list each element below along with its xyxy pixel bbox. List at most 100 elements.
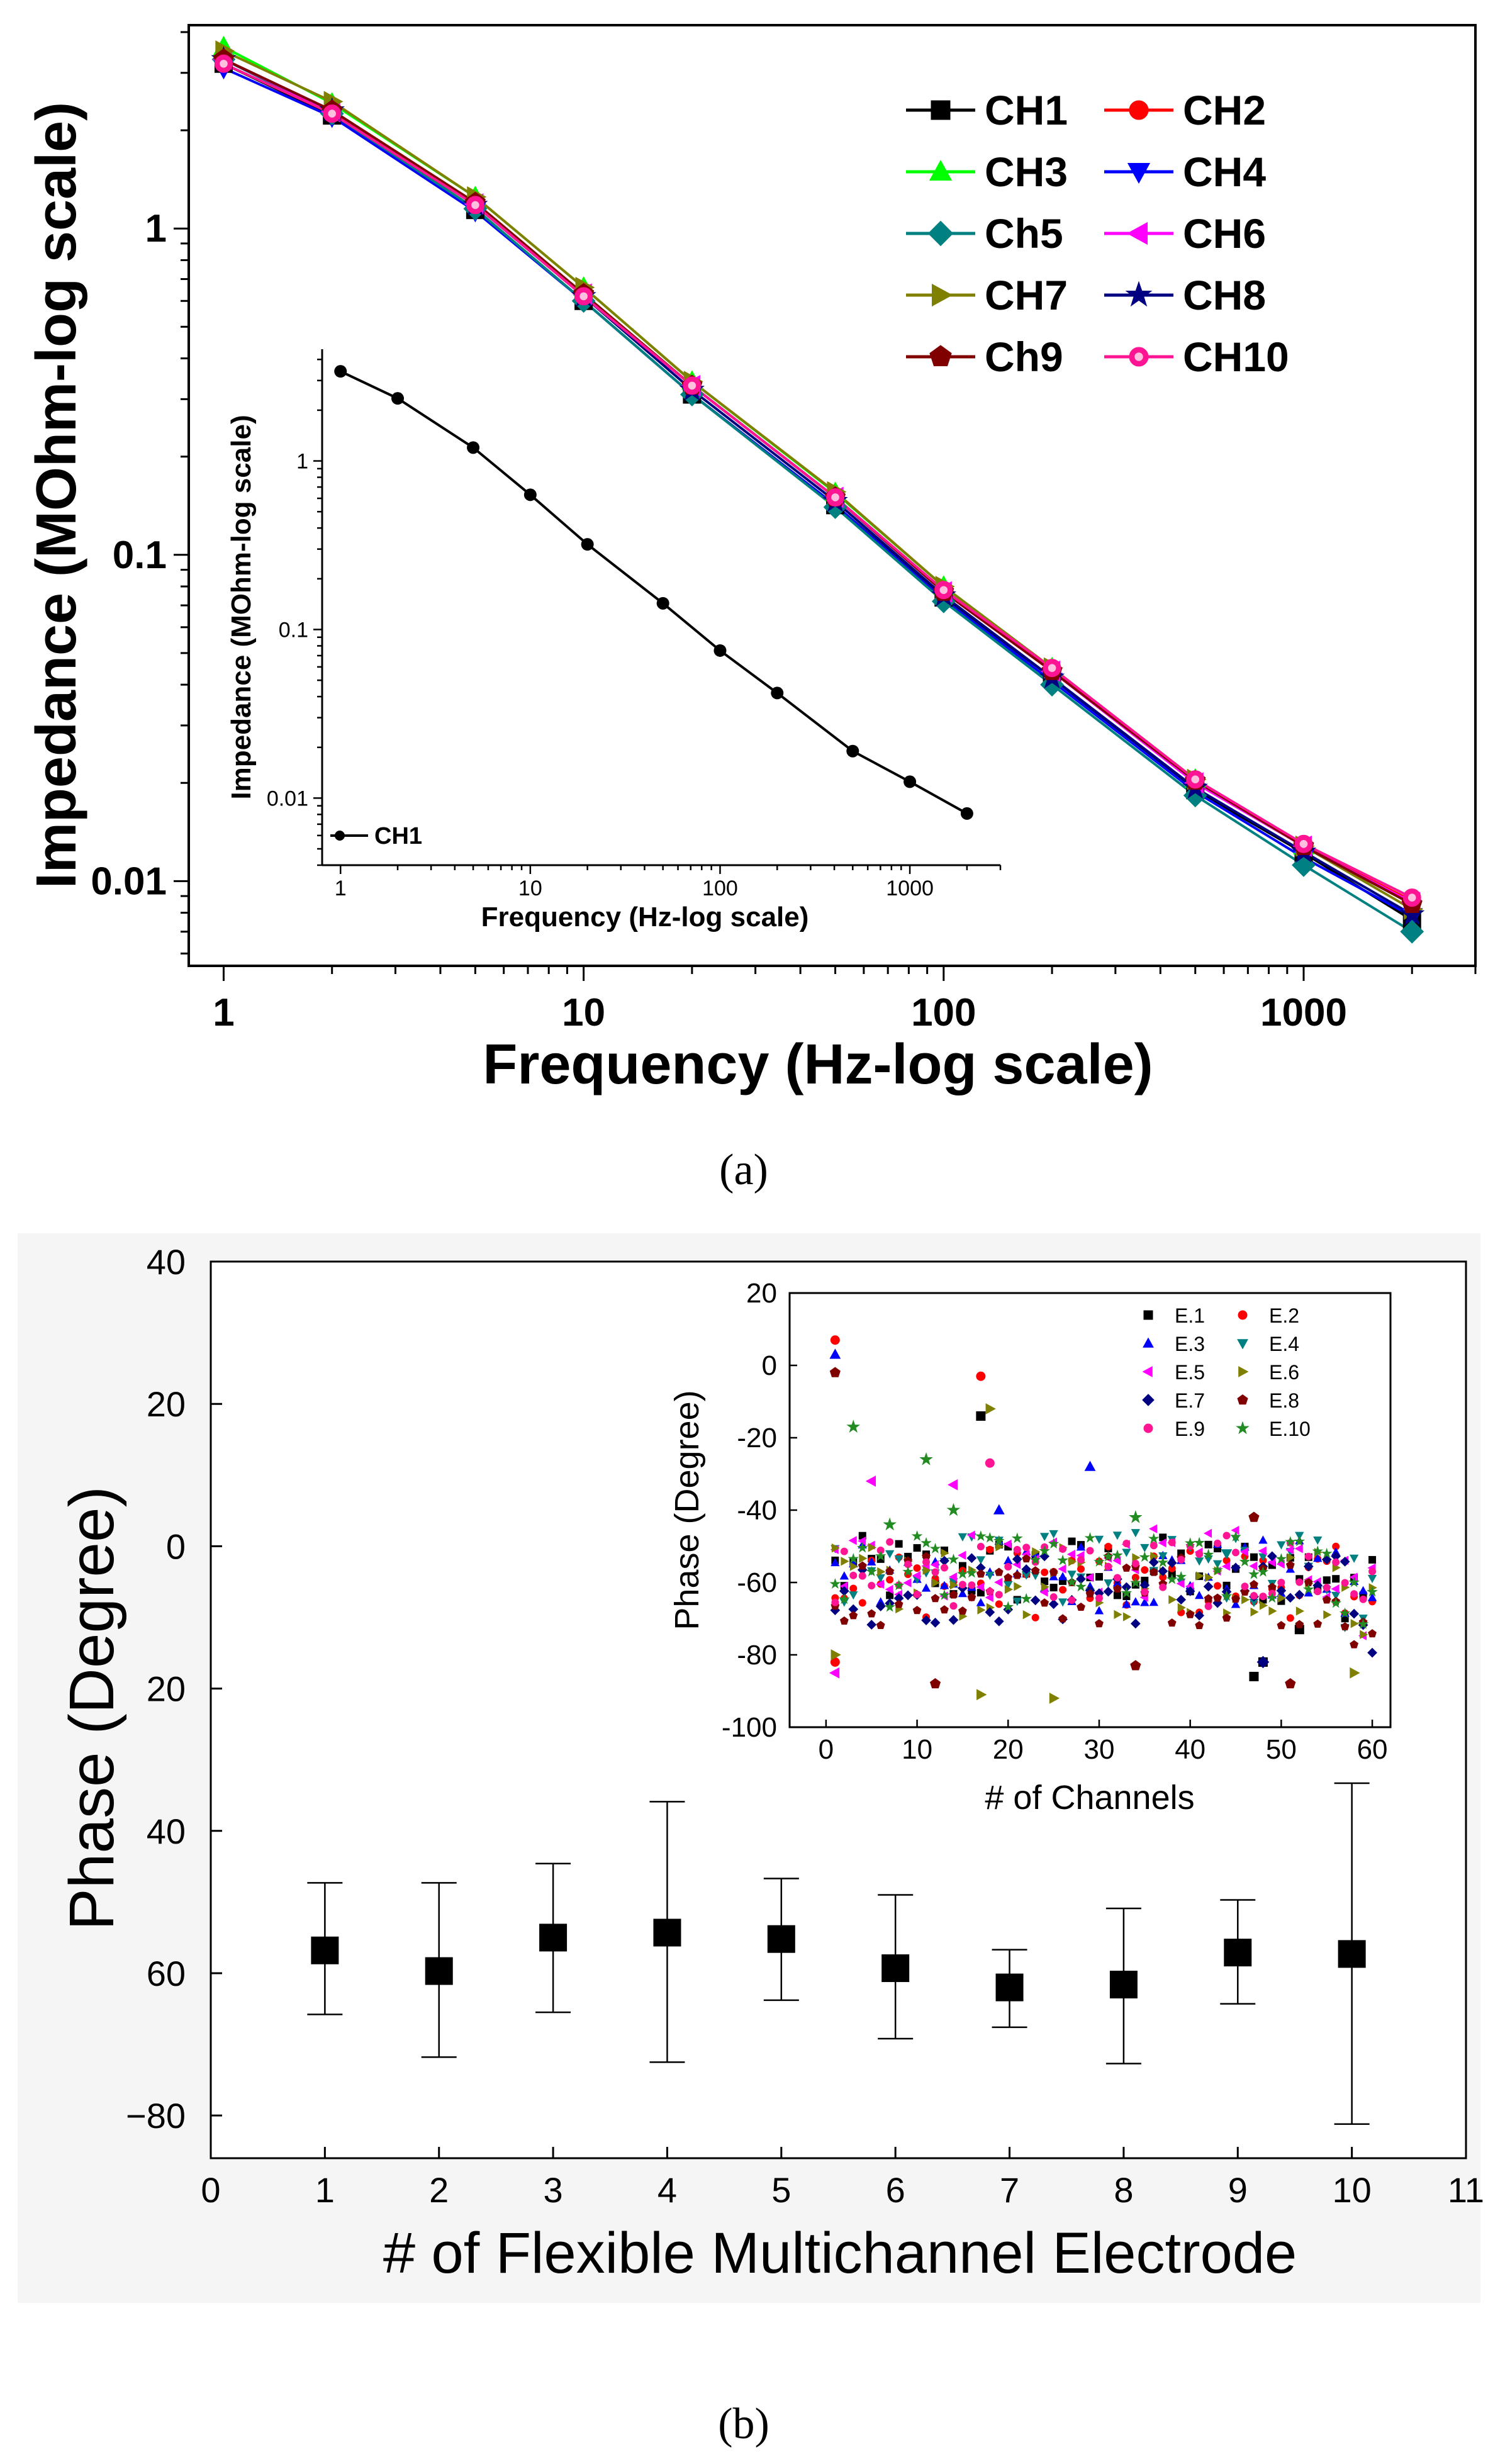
inset-point-e3 xyxy=(1094,1606,1104,1615)
inset-legend-label-e2: E.2 xyxy=(1269,1304,1299,1327)
mean-point xyxy=(881,1954,910,1983)
inset-point-e10 xyxy=(966,1567,978,1578)
inset-point-e10 xyxy=(911,1530,923,1541)
inset-point-e1 xyxy=(1332,1575,1340,1583)
inset-point-e3 xyxy=(976,1598,986,1606)
inset-point-e5 xyxy=(1066,1550,1076,1559)
inset-point-e6 xyxy=(1287,1553,1295,1562)
inset-point-e8 xyxy=(1277,1621,1286,1630)
inset-point-e8 xyxy=(949,1590,958,1599)
inset-legend-marker-e2 xyxy=(1238,1310,1248,1320)
inset-outlier-e1 xyxy=(976,1411,986,1421)
inset-point-e5 xyxy=(994,1577,1003,1587)
inset-point-e6 xyxy=(1268,1606,1277,1616)
inset-point-e6 xyxy=(1350,1619,1359,1628)
inset-point-e4 xyxy=(985,1571,995,1580)
inset-point-e3 xyxy=(1194,1591,1204,1599)
inset-a-x-axis-title: Frequency (Hz-log scale) xyxy=(481,902,809,932)
inset-point-e6 xyxy=(1205,1572,1214,1582)
inset-point-e10 xyxy=(1294,1535,1306,1547)
inset-outlier-e5 xyxy=(865,1476,876,1487)
inset-y-tick-label: -20 xyxy=(737,1423,777,1453)
inset-point-e3 xyxy=(1131,1597,1141,1606)
inset-point-e9 xyxy=(1323,1584,1331,1592)
inset-point-e5 xyxy=(1176,1579,1185,1588)
inset-point-e10 xyxy=(1221,1590,1233,1601)
x-tick-label: 2 xyxy=(429,2170,449,2210)
inset-point-e2 xyxy=(995,1600,1003,1608)
inset-point-e3 xyxy=(1076,1542,1086,1551)
legend-marker-ch1 xyxy=(931,100,951,120)
inset-x-tick-label: 10 xyxy=(902,1734,932,1765)
inset-point-e7 xyxy=(830,1605,841,1615)
inset-point-e9 xyxy=(922,1558,931,1566)
inset-point-e6 xyxy=(922,1565,931,1575)
inset-y-tick-label: 0.1 xyxy=(279,618,308,642)
inset-point-e5 xyxy=(1149,1524,1158,1533)
inset-point-e7 xyxy=(866,1620,877,1630)
inset-point-e10 xyxy=(1139,1551,1151,1562)
inset-x-tick-label: 0 xyxy=(819,1734,834,1765)
inset-point-e10 xyxy=(847,1553,859,1564)
inset-point-e9 xyxy=(1022,1543,1031,1552)
inset-point-e3 xyxy=(1258,1535,1268,1544)
inset-point-e6 xyxy=(1132,1553,1141,1562)
inset-data-point-ch1 xyxy=(846,744,859,758)
inset-point-e7 xyxy=(1012,1554,1022,1564)
inset-point-e10 xyxy=(1357,1618,1369,1629)
inset-point-e6 xyxy=(849,1562,858,1571)
inset-point-e9 xyxy=(868,1582,876,1590)
inset-point-e2 xyxy=(886,1576,894,1584)
inset-point-e10 xyxy=(939,1589,950,1600)
inset-point-e5 xyxy=(1158,1538,1166,1548)
inset-point-e8 xyxy=(1122,1563,1131,1572)
inset-point-e10 xyxy=(1212,1564,1223,1575)
inset-point-e4 xyxy=(876,1574,885,1583)
inset-point-e7 xyxy=(1130,1618,1141,1629)
inset-point-e5 xyxy=(1112,1556,1121,1565)
inset-point-e9 xyxy=(1359,1595,1367,1603)
inset-point-e6 xyxy=(1177,1603,1186,1613)
data-point-ch10-center xyxy=(939,586,948,595)
inset-point-e9 xyxy=(1077,1555,1085,1564)
y-tick-label: 0 xyxy=(166,1526,186,1566)
inset-point-e8 xyxy=(1285,1560,1295,1569)
inset-point-e9 xyxy=(1095,1594,1103,1602)
inset-legend-marker-e8 xyxy=(1237,1394,1248,1405)
mean-point xyxy=(425,1957,453,1985)
inset-point-e4 xyxy=(1049,1530,1058,1538)
inset-point-e9 xyxy=(958,1581,966,1589)
inset-point-e9 xyxy=(1250,1592,1258,1600)
inset-point-e10 xyxy=(1202,1548,1214,1560)
inset-point-e5 xyxy=(1003,1539,1012,1549)
panel-a-y-axis-title: Impedance (MOhm-log scale) xyxy=(25,102,88,888)
inset-point-e3 xyxy=(839,1571,849,1580)
y-tick-label: 40 xyxy=(147,1242,186,1282)
inset-point-e6 xyxy=(1195,1571,1204,1581)
mean-point xyxy=(539,1924,568,1952)
inset-point-e4 xyxy=(1067,1571,1077,1579)
inset-data-point-ch1 xyxy=(334,365,347,378)
inset-point-e6 xyxy=(841,1557,849,1566)
inset-point-e8 xyxy=(1213,1593,1222,1602)
legend-marker-ch2 xyxy=(1129,100,1149,120)
y-tick-label: 0.01 xyxy=(91,860,167,903)
y-tick-label: 20 xyxy=(147,1669,186,1709)
inset-legend-marker-e1 xyxy=(1143,1310,1153,1320)
inset-legend-label-e10: E.10 xyxy=(1269,1418,1311,1440)
inset-point-e9 xyxy=(986,1588,994,1596)
inset-data-point-ch1 xyxy=(960,807,973,820)
inset-point-e7 xyxy=(1349,1608,1359,1619)
inset-point-e9 xyxy=(1341,1579,1349,1587)
inset-a-series xyxy=(334,365,973,820)
inset-point-e2 xyxy=(1059,1586,1067,1594)
x-tick-label: 8 xyxy=(1114,2170,1133,2210)
y-tick-label: 40 xyxy=(147,1812,186,1851)
inset-point-e8 xyxy=(1004,1573,1013,1582)
inset-point-e8 xyxy=(1022,1554,1031,1563)
inset-outlier-e8 xyxy=(829,1367,841,1377)
inset-point-e7 xyxy=(966,1553,977,1564)
inset-y-tick-label: -40 xyxy=(737,1495,777,1526)
inset-point-e7 xyxy=(903,1590,913,1601)
inset-point-e4 xyxy=(1131,1529,1141,1538)
